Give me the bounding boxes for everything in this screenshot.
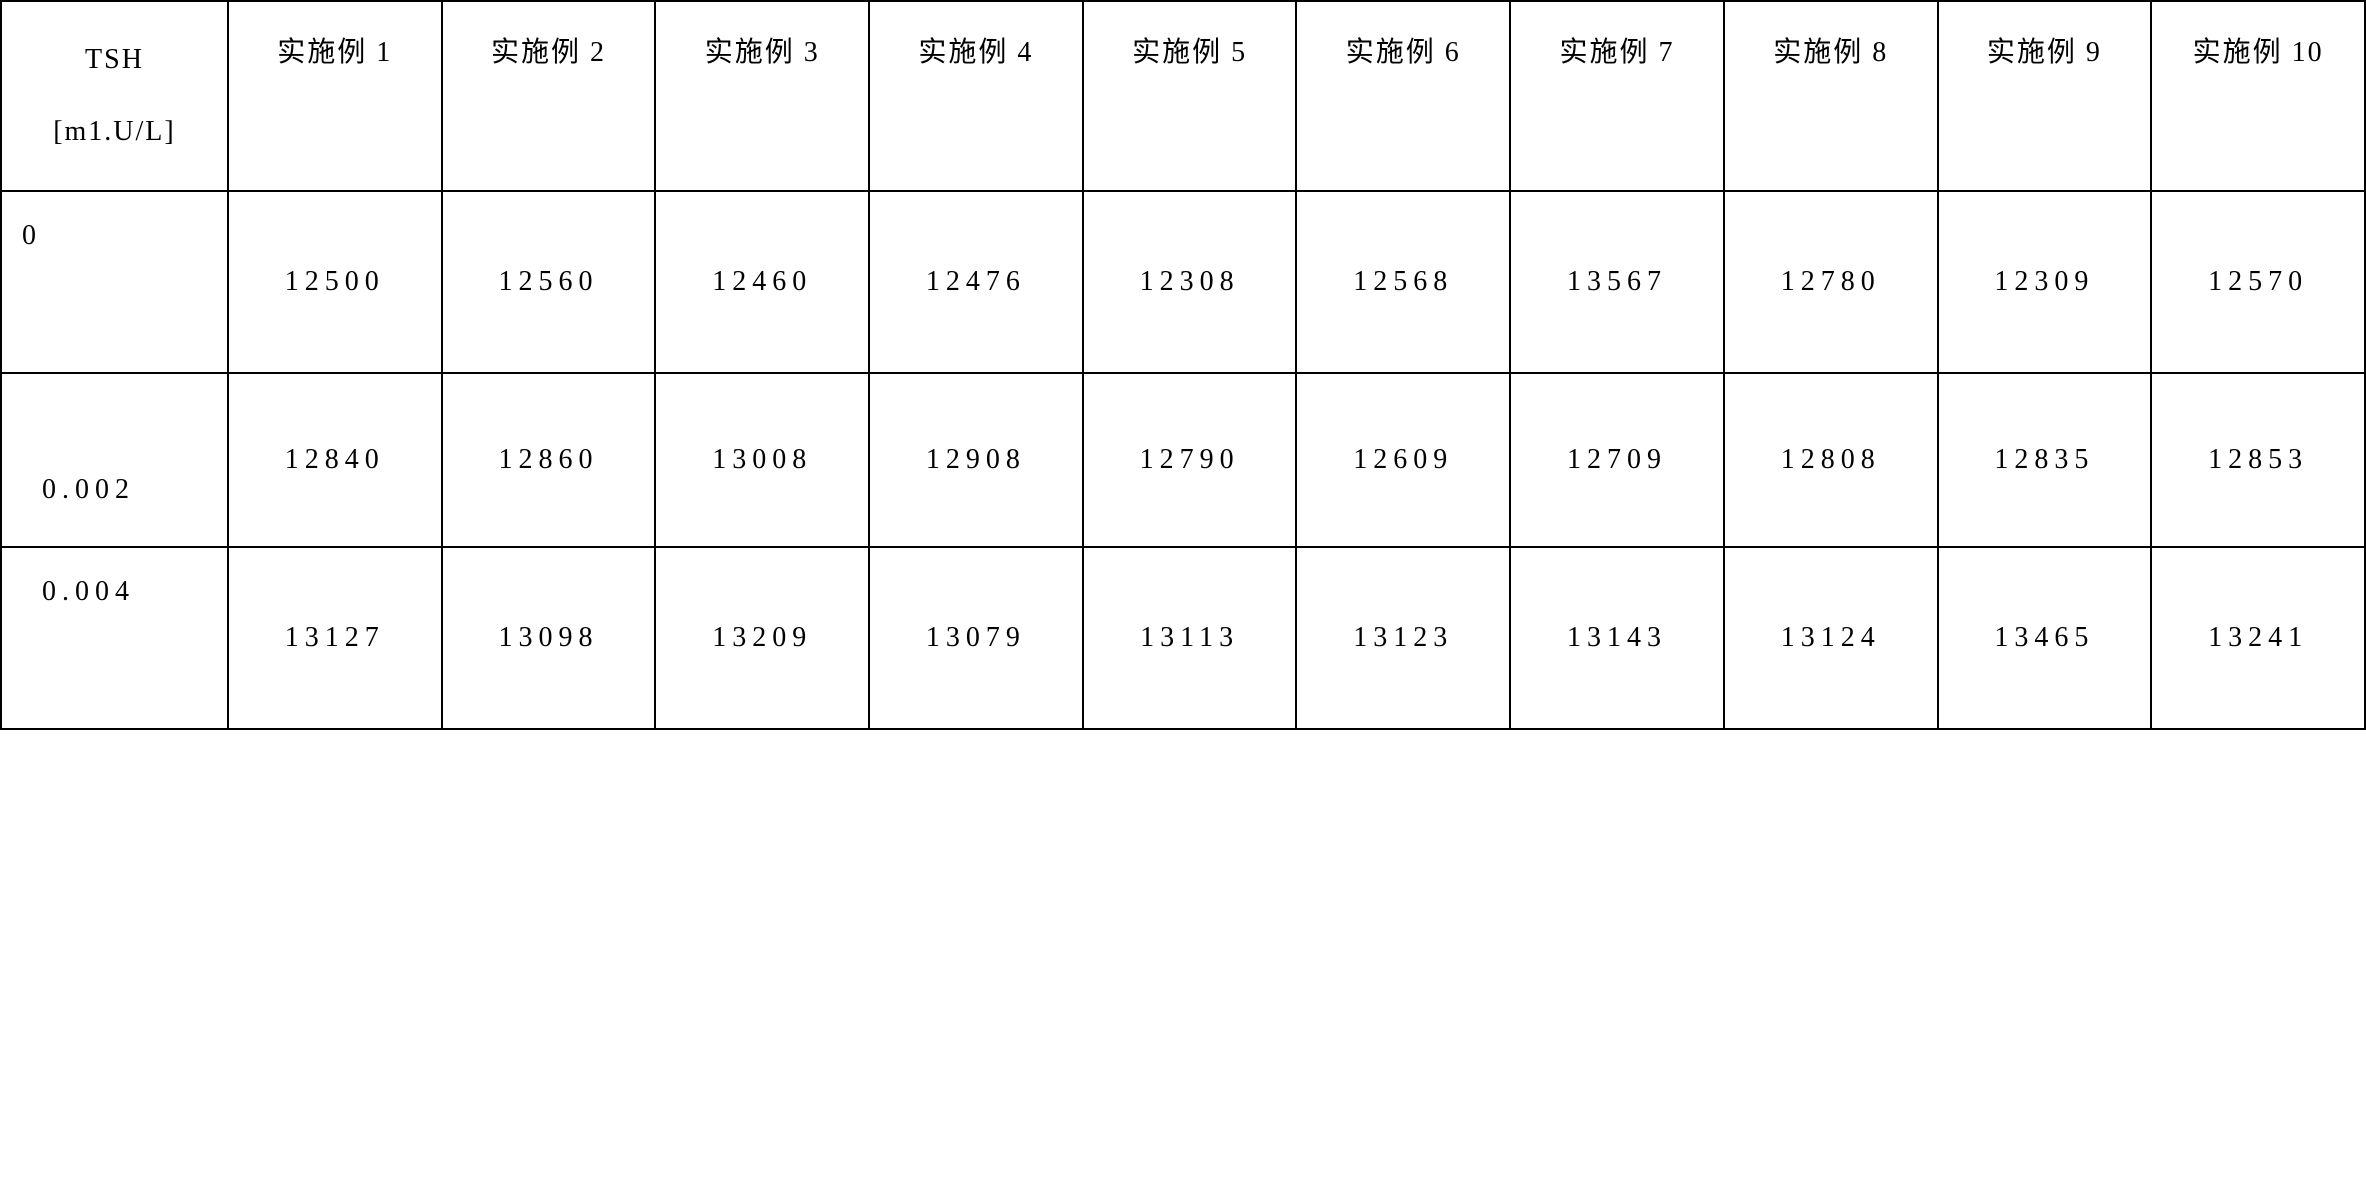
cell: 12835 [1938, 373, 2152, 547]
header-col-6: 实施例 6 [1296, 1, 1510, 191]
row-label: 0.004 [1, 547, 228, 729]
cell: 12308 [1083, 191, 1297, 373]
cell: 12840 [228, 373, 442, 547]
header-tsh-line2: [m1.U/L] [12, 116, 217, 148]
cell: 13098 [442, 547, 656, 729]
header-col-7: 实施例 7 [1510, 1, 1724, 191]
table-row: 0.002 12840 12860 13008 12908 12790 1260… [1, 373, 2365, 547]
cell: 12570 [2151, 191, 2365, 373]
cell: 12500 [228, 191, 442, 373]
row-label: 0.002 [1, 373, 228, 547]
cell: 13127 [228, 547, 442, 729]
cell: 12476 [869, 191, 1083, 373]
header-col-3: 实施例 3 [655, 1, 869, 191]
cell: 12568 [1296, 191, 1510, 373]
cell: 13079 [869, 547, 1083, 729]
header-col-4: 实施例 4 [869, 1, 1083, 191]
tsh-table: TSH [m1.U/L] 实施例 1 实施例 2 实施例 3 实施例 4 实施例… [0, 0, 2366, 730]
header-col-8: 实施例 8 [1724, 1, 1938, 191]
header-col-1: 实施例 1 [228, 1, 442, 191]
table-header-row: TSH [m1.U/L] 实施例 1 实施例 2 实施例 3 实施例 4 实施例… [1, 1, 2365, 191]
header-tsh-line1: TSH [12, 44, 217, 76]
header-col-2: 实施例 2 [442, 1, 656, 191]
header-col-10: 实施例 10 [2151, 1, 2365, 191]
tsh-table-container: TSH [m1.U/L] 实施例 1 实施例 2 实施例 3 实施例 4 实施例… [0, 0, 2366, 730]
cell: 12853 [2151, 373, 2365, 547]
row-label: 0 [1, 191, 228, 373]
cell: 13113 [1083, 547, 1297, 729]
cell: 12309 [1938, 191, 2152, 373]
cell: 13241 [2151, 547, 2365, 729]
header-col-5: 实施例 5 [1083, 1, 1297, 191]
header-cell-tsh: TSH [m1.U/L] [1, 1, 228, 191]
cell: 12780 [1724, 191, 1938, 373]
cell: 12460 [655, 191, 869, 373]
cell: 12609 [1296, 373, 1510, 547]
header-col-9: 实施例 9 [1938, 1, 2152, 191]
cell: 13465 [1938, 547, 2152, 729]
table-row: 0.004 13127 13098 13209 13079 13113 1312… [1, 547, 2365, 729]
cell: 12709 [1510, 373, 1724, 547]
cell: 12790 [1083, 373, 1297, 547]
cell: 12808 [1724, 373, 1938, 547]
cell: 13123 [1296, 547, 1510, 729]
cell: 13567 [1510, 191, 1724, 373]
cell: 13008 [655, 373, 869, 547]
cell: 13143 [1510, 547, 1724, 729]
cell: 12908 [869, 373, 1083, 547]
cell: 13124 [1724, 547, 1938, 729]
cell: 12560 [442, 191, 656, 373]
cell: 12860 [442, 373, 656, 547]
table-row: 0 12500 12560 12460 12476 12308 12568 13… [1, 191, 2365, 373]
cell: 13209 [655, 547, 869, 729]
